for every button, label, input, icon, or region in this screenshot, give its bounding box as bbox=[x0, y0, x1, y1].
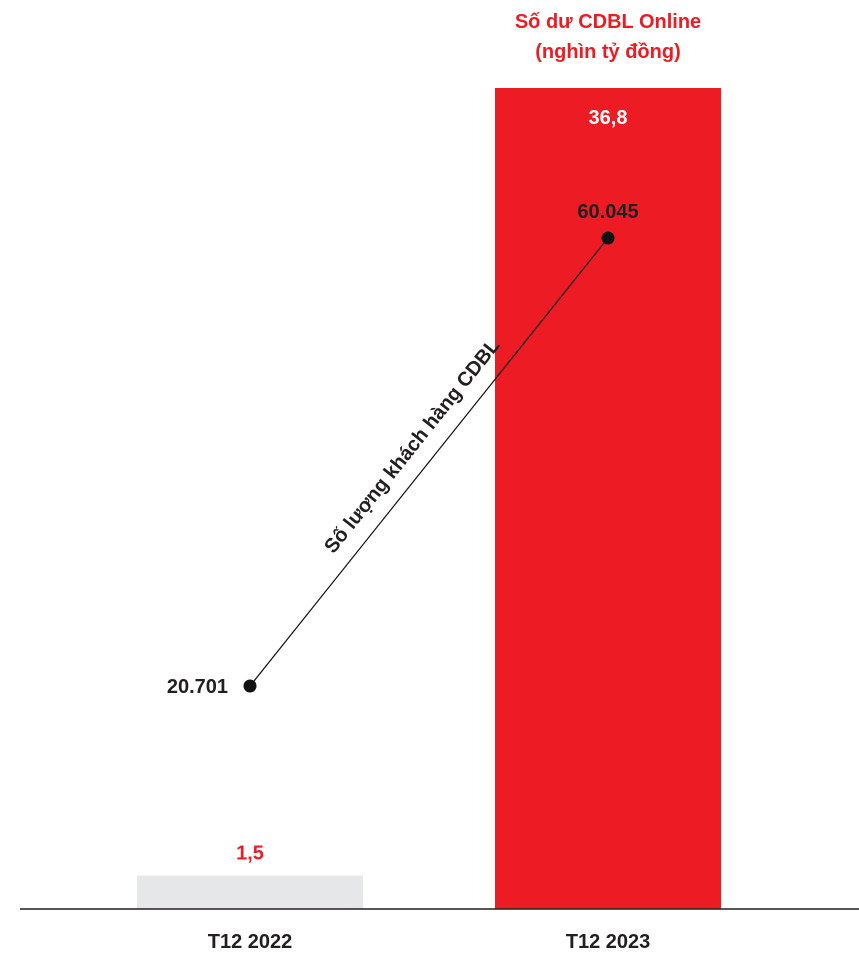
line-point-0 bbox=[243, 679, 257, 693]
x-tick-label-0: T12 2022 bbox=[208, 931, 293, 953]
bar-1 bbox=[495, 88, 721, 909]
line-point-1 bbox=[601, 231, 615, 245]
bar-series-title: Số dư CDBL Online bbox=[515, 11, 701, 33]
bar-value-label-0: 1,5 bbox=[236, 843, 264, 865]
line-value-label-1: 60.045 bbox=[577, 201, 638, 223]
bar-series-unit: (nghìn tỷ đồng) bbox=[535, 41, 681, 63]
line-value-label-0: 20.701 bbox=[167, 676, 228, 698]
bars-layer: 1,5 36,8 bbox=[137, 88, 721, 909]
line-series-label: Số lượng khách hàng CDBL bbox=[320, 335, 504, 558]
x-tick-label-1: T12 2023 bbox=[566, 931, 651, 953]
bar-value-label-1: 36,8 bbox=[589, 107, 628, 129]
line-segment bbox=[249, 237, 609, 687]
bar-0 bbox=[137, 875, 363, 909]
